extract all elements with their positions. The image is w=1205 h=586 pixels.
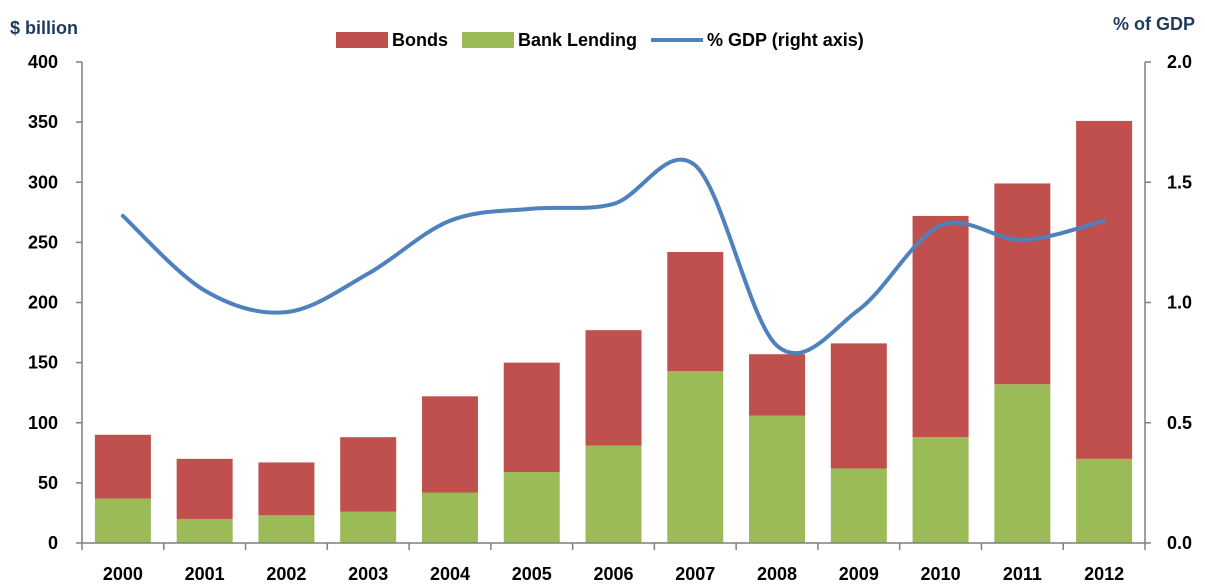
left-tick-label: 150 [28,353,58,373]
bar-bonds-2007 [667,251,724,372]
bars-group [94,120,1133,543]
left-tick-label: 50 [38,473,58,493]
bar-bonds-2010 [912,215,969,438]
bar-bank-lending-2003 [340,511,397,543]
bar-bank-lending-2000 [94,498,151,543]
left-axis-unit-label: $ billion [10,18,78,38]
x-tick-label: 2007 [675,564,715,584]
bar-bank-lending-2012 [1076,458,1133,543]
bar-bonds-2000 [94,434,151,499]
right-tick-label: 0.5 [1167,413,1192,433]
bar-bonds-2005 [503,362,560,473]
bar-bank-lending-2006 [585,445,642,543]
x-tick-label: 2004 [430,564,470,584]
axes-group: 0 50 100 150 200 250 300 350 400 0.0 0.5 1.0 1.5 2.0 2… [28,52,1192,584]
legend-label-gdp-right-axis: % GDP (right axis) [707,30,864,50]
legend: Bonds Bank Lending % GDP (right axis) [336,30,864,50]
left-tick-label: 0 [48,533,58,553]
bar-bonds-2004 [421,396,478,493]
bar-bonds-2009 [830,343,887,469]
line-group [120,157,1107,356]
left-tick-label: 300 [28,172,58,192]
right-tick-label: 1.0 [1167,293,1192,313]
bar-bank-lending-2010 [912,437,969,543]
x-tick-label: 2008 [757,564,797,584]
bar-bank-lending-2007 [667,371,724,543]
bar-bonds-2001 [176,458,233,519]
bar-bonds-2006 [585,330,642,446]
bar-bonds-2012 [1076,120,1133,459]
x-tick-label: 2012 [1084,564,1124,584]
left-tick-label: 100 [28,413,58,433]
x-tick-label: 2009 [839,564,879,584]
x-tick-label: 2001 [185,564,225,584]
x-tick-label: 2003 [348,564,388,584]
bar-bank-lending-2001 [176,518,233,543]
left-tick-label: 400 [28,52,58,72]
bar-bonds-2011 [994,183,1051,385]
right-axis-unit-label: % of GDP [1113,14,1195,34]
bar-bank-lending-2002 [258,515,315,543]
legend-swatch-bank-lending [462,32,514,48]
right-tick-label: 1.5 [1167,172,1192,192]
legend-label-bonds: Bonds [392,30,448,50]
x-tick-label: 2002 [266,564,306,584]
right-tick-label: 0.0 [1167,533,1192,553]
bar-bank-lending-2009 [830,468,887,543]
x-tick-label: 2011 [1003,564,1042,584]
bar-bank-lending-2011 [994,384,1051,543]
bar-bank-lending-2005 [503,472,560,543]
x-tick-label: 2005 [512,564,552,584]
left-tick-label: 350 [28,112,58,132]
bar-bank-lending-2004 [421,492,478,543]
series-line-gdp [120,157,1107,356]
left-tick-label: 200 [28,293,58,313]
legend-swatch-bonds [336,32,388,48]
x-tick-label: 2010 [921,564,961,584]
bar-bonds-2002 [258,462,315,516]
bar-bonds-2003 [340,437,397,512]
right-tick-label: 2.0 [1167,52,1192,72]
bar-bonds-2008 [749,354,806,416]
x-tick-label: 2000 [103,564,143,584]
left-tick-label: 250 [28,232,58,252]
x-tick-label: 2006 [593,564,633,584]
legend-label-bank-lending: Bank Lending [518,30,637,50]
bar-bank-lending-2008 [749,415,806,543]
